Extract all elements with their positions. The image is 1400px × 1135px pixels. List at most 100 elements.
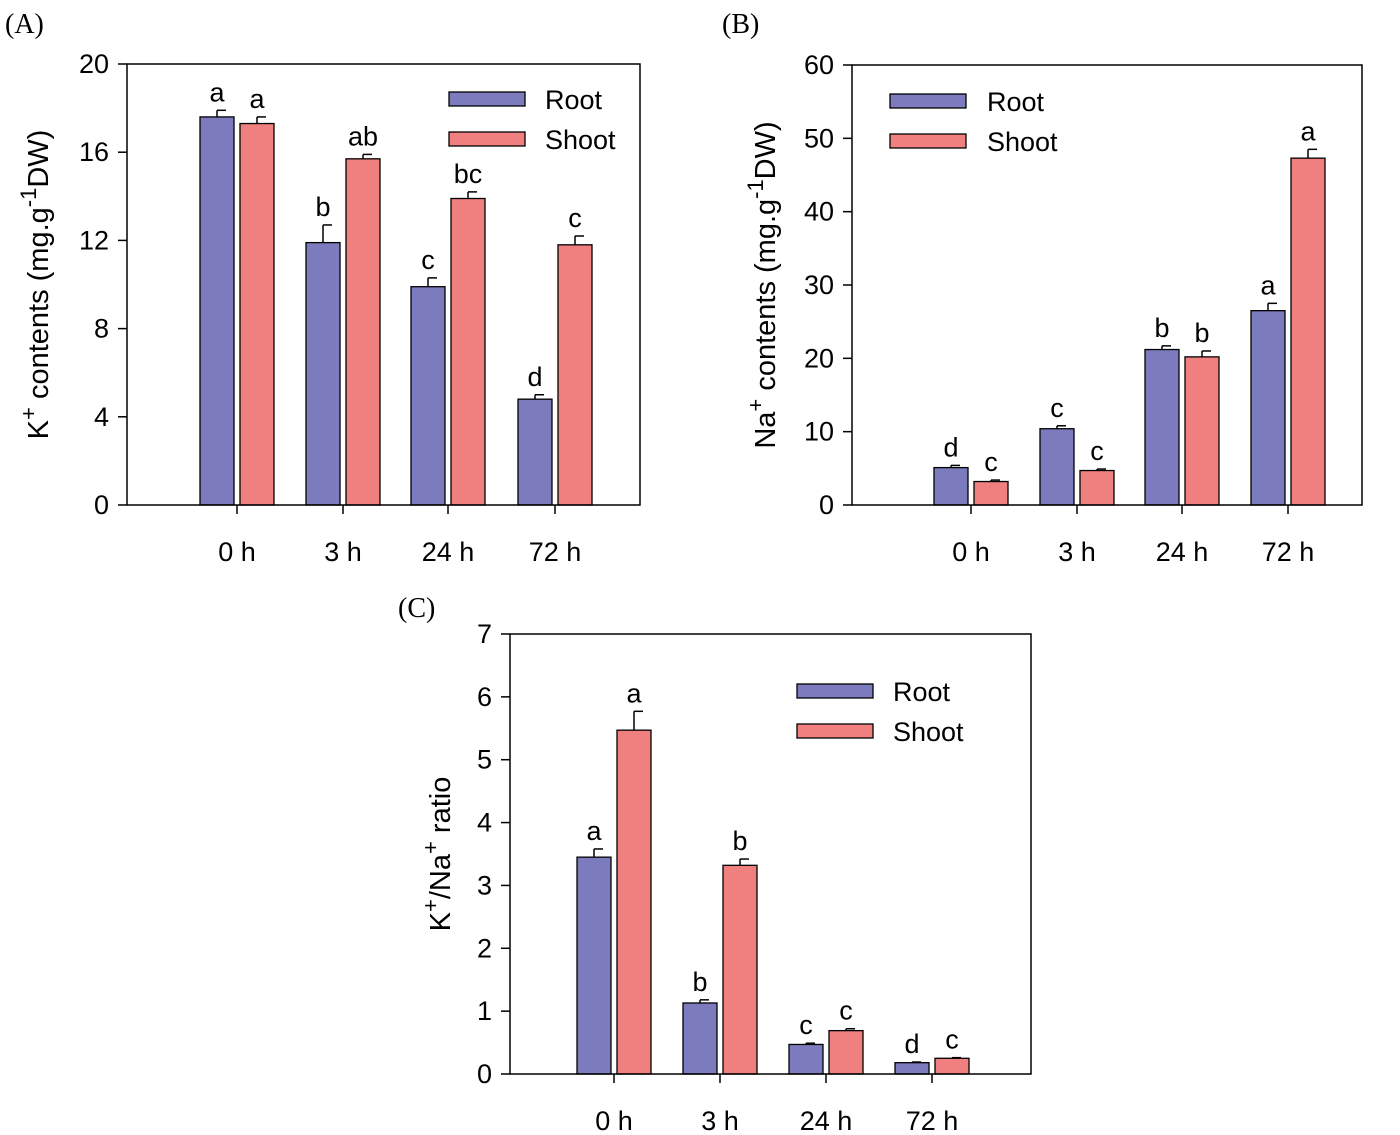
y-tick-label: 12 (79, 225, 109, 255)
bar-shoot-2 (1184, 356, 1220, 506)
bar-root-1 (682, 1002, 718, 1075)
significance-letter: c (945, 1025, 959, 1055)
y-tick-label: 60 (804, 50, 834, 80)
x-tick-label: 72 h (906, 1106, 959, 1135)
legend-label-shoot: Shoot (545, 125, 616, 155)
bar-root-2 (1144, 348, 1180, 506)
bar-shoot-0 (973, 480, 1009, 506)
bar-shoot-1 (722, 864, 758, 1075)
panel-label: (C) (398, 593, 435, 624)
y-axis-label-base: K (23, 419, 55, 439)
bar-root-0 (199, 116, 235, 506)
bar-shoot-3 (1290, 157, 1326, 506)
significance-letter: b (1154, 313, 1169, 343)
y-tick-label: 5 (477, 745, 492, 775)
x-tick-label: 0 h (595, 1106, 633, 1135)
significance-letter: a (1260, 270, 1276, 300)
y-tick-label: 4 (477, 808, 492, 838)
significance-letter: b (315, 192, 330, 222)
y-axis-label: Na+ contents (mg.g-1DW) (743, 121, 782, 448)
x-tick-label: 3 h (324, 537, 362, 567)
x-tick-label: 3 h (1058, 537, 1096, 567)
bar-root-3 (894, 1062, 930, 1075)
legend-swatch-root (796, 683, 874, 699)
plot-frame (126, 63, 641, 506)
y-tick-label: 0 (94, 490, 109, 520)
significance-letter: ab (348, 121, 378, 151)
legend-label-shoot: Shoot (893, 717, 964, 747)
significance-letter: a (209, 77, 225, 107)
legend-swatch-root (448, 91, 526, 107)
bar-shoot-1 (1079, 469, 1115, 506)
significance-letter: bc (454, 159, 483, 189)
y-axis-label-tail: DW) (23, 130, 55, 188)
y-axis-label: K+/Na+ ratio (418, 777, 457, 932)
y-tick-label: 40 (804, 197, 834, 227)
y-tick-label: 10 (804, 417, 834, 447)
bar-root-3 (517, 398, 553, 506)
bar-root-1 (305, 241, 341, 506)
y-tick-label: 2 (477, 933, 492, 963)
bar-root-2 (788, 1043, 824, 1075)
y-axis-label-sup2: + (418, 841, 443, 854)
panel-label: (A) (5, 9, 44, 40)
significance-letter: c (839, 996, 853, 1026)
y-tick-label: 20 (804, 343, 834, 373)
y-axis-label-tail: ratio (425, 777, 457, 841)
y-axis-label-sup2: -1 (16, 188, 41, 208)
panel-label: (B) (722, 9, 759, 40)
significance-letter: d (904, 1029, 919, 1059)
y-axis-label: K+ contents (mg.g-1DW) (16, 130, 55, 440)
significance-letter: a (249, 84, 265, 114)
y-tick-label: 0 (477, 1059, 492, 1089)
y-axis-label-tail: DW) (750, 121, 782, 179)
y-axis-label-base: Na (750, 411, 782, 449)
significance-letter: d (527, 362, 542, 392)
x-tick-label: 24 h (422, 537, 475, 567)
significance-letter: c (421, 245, 435, 275)
y-axis-label-text: contents (mg.g (23, 207, 55, 407)
x-tick-label: 0 h (218, 537, 256, 567)
significance-letter: b (1194, 318, 1209, 348)
y-tick-label: 0 (819, 490, 834, 520)
bar-root-2 (410, 286, 446, 506)
significance-letter: c (799, 1010, 813, 1040)
x-tick-label: 72 h (1262, 537, 1315, 567)
y-axis-label-text: /Na (425, 853, 457, 899)
y-tick-label: 8 (94, 314, 109, 344)
plot-frame (509, 633, 1032, 1075)
bar-root-3 (1250, 310, 1286, 506)
bar-root-1 (1039, 428, 1075, 506)
significance-letter: a (626, 678, 642, 708)
y-axis-label-text: contents (mg.g (750, 199, 782, 399)
bar-shoot-3 (934, 1057, 970, 1075)
significance-letter: a (1300, 116, 1316, 146)
bar-shoot-2 (450, 197, 486, 506)
y-tick-label: 4 (94, 402, 109, 432)
y-tick-label: 50 (804, 123, 834, 153)
legend-swatch-shoot (448, 131, 526, 147)
y-tick-label: 20 (79, 49, 109, 79)
significance-letter: d (943, 432, 958, 462)
x-tick-label: 24 h (800, 1106, 853, 1135)
significance-letter: c (1050, 393, 1064, 423)
y-tick-label: 16 (79, 137, 109, 167)
y-tick-label: 7 (477, 619, 492, 649)
significance-letter: b (732, 826, 747, 856)
legend-swatch-root (889, 93, 967, 109)
significance-letter: c (568, 203, 582, 233)
x-tick-label: 3 h (701, 1106, 739, 1135)
legend-swatch-shoot (889, 133, 967, 149)
y-tick-label: 1 (477, 996, 492, 1026)
y-axis-label-base: K (425, 911, 457, 931)
legend-swatch-shoot (796, 723, 874, 739)
bar-shoot-2 (828, 1029, 864, 1075)
legend-label-shoot: Shoot (987, 127, 1058, 157)
bar-shoot-0 (239, 122, 275, 506)
legend-label-root: Root (545, 85, 603, 115)
y-tick-label: 3 (477, 870, 492, 900)
